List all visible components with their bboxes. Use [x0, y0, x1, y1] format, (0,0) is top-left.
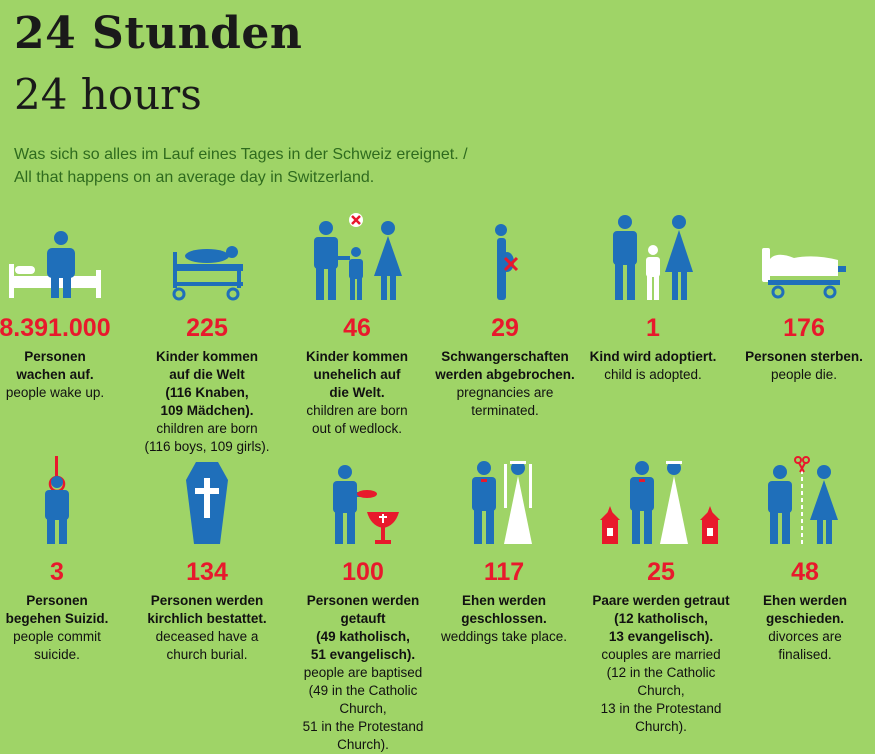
stat-label-en: pregnancies are terminated.	[456, 385, 554, 418]
stat-number: 8.391.000	[0, 314, 111, 342]
stat-label-de: Personen wachen auf.	[16, 349, 94, 382]
stat-label-en: people are baptised (49 in the Catholic …	[302, 665, 424, 752]
stat-label-en: children are born (116 boys, 109 girls).	[144, 421, 270, 454]
stat-church-weddings: 25 Paare werden getraut (12 katholisch, …	[586, 456, 736, 736]
stat-label-en: people die.	[770, 367, 838, 382]
newborn-on-stretcher-icon	[132, 212, 282, 302]
stat-number: 29	[491, 314, 519, 342]
stat-label-en: people wake up.	[5, 385, 105, 400]
unmarried-family-icon	[282, 212, 432, 302]
page-title: 24 Stunden	[14, 8, 303, 59]
stat-burials: 134 Personen werden kirchlich bestattet.…	[132, 456, 282, 664]
wedding-couple-icon	[429, 456, 579, 546]
subtitle-german: Was sich so alles im Lauf eines Tages in…	[14, 146, 468, 163]
stat-number: 46	[343, 314, 371, 342]
stat-label-de: Personen begehen Suizid.	[5, 593, 109, 626]
church-wedding-icon	[586, 456, 736, 546]
stat-label-de: Personen werden kirchlich bestattet.	[147, 593, 267, 626]
stat-label-de: Personen sterben.	[745, 349, 863, 364]
stat-label-de: Ehen werden geschieden.	[762, 593, 848, 626]
stat-number: 3	[50, 558, 64, 586]
stat-number: 25	[647, 558, 675, 586]
stat-label-de: Ehen werden geschlossen.	[461, 593, 547, 626]
stat-label-en: children are born out of wedlock.	[306, 403, 408, 436]
stat-label-de: Kinder kommen unehelich auf die Welt.	[305, 349, 409, 400]
stat-label-en: couples are married (12 in the Catholic …	[600, 647, 722, 734]
stat-label-de: Kind wird adoptiert.	[589, 349, 717, 364]
stat-label-de: Personen werden getauft (49 katholisch, …	[306, 593, 420, 662]
stat-number: 134	[186, 558, 228, 586]
stat-label-en: divorces are finalised.	[768, 629, 842, 662]
stat-baptisms: 100 Personen werden getauft (49 katholis…	[288, 456, 438, 754]
stat-number: 1	[646, 314, 660, 342]
page-title-english: 24 hours	[14, 70, 202, 119]
adoption-family-icon	[578, 212, 728, 302]
stat-label-de: Kinder kommen auf die Welt (116 Knaben, …	[155, 349, 259, 418]
stat-label-en: weddings take place.	[440, 629, 568, 644]
stat-label-en: deceased have a church burial.	[155, 629, 259, 662]
stats-grid: 8.391.000 Personen wachen auf. people wa…	[0, 212, 875, 752]
stat-number: 117	[483, 558, 525, 586]
stat-births: 225 Kinder kommen auf die Welt (116 Knab…	[132, 212, 282, 456]
stat-abortions: 29 Schwangerschaften werden abgebrochen.…	[430, 212, 580, 420]
stat-number: 100	[342, 558, 384, 586]
stat-label-de: Schwangerschaften werden abgebrochen.	[435, 349, 575, 382]
stat-wake-up: 8.391.000 Personen wachen auf. people wa…	[0, 212, 130, 402]
stat-out-of-wedlock: 46 Kinder kommen unehelich auf die Welt.…	[282, 212, 432, 438]
stat-adoption: 1 Kind wird adoptiert. child is adopted.	[578, 212, 728, 384]
stat-number: 176	[783, 314, 825, 342]
stat-deaths: 176 Personen sterben. people die.	[729, 212, 875, 384]
person-waking-in-bed-icon	[0, 212, 130, 302]
stat-divorces: 48 Ehen werden geschieden. divorces are …	[730, 456, 875, 664]
coffin-cross-icon	[132, 456, 282, 546]
subtitle: Was sich so alles im Lauf eines Tages in…	[14, 143, 468, 189]
person-with-noose-icon	[0, 456, 132, 546]
stat-label-en: people commit suicide.	[13, 629, 101, 662]
baptism-font-icon	[288, 456, 438, 546]
stat-weddings: 117 Ehen werden geschlossen. weddings ta…	[429, 456, 579, 646]
stat-label-de: Paare werden getraut (12 katholisch, 13 …	[592, 593, 730, 644]
divorce-scissors-icon	[730, 456, 875, 546]
stat-suicide: 3 Personen begehen Suizid. people commit…	[0, 456, 132, 664]
stat-number: 48	[791, 558, 819, 586]
stat-number: 225	[186, 314, 228, 342]
pregnancy-crossed-icon	[430, 212, 580, 302]
stat-label-en: child is adopted.	[604, 367, 702, 382]
subtitle-english: All that happens on an average day in Sw…	[14, 169, 375, 186]
covered-body-on-stretcher-icon	[729, 212, 875, 302]
